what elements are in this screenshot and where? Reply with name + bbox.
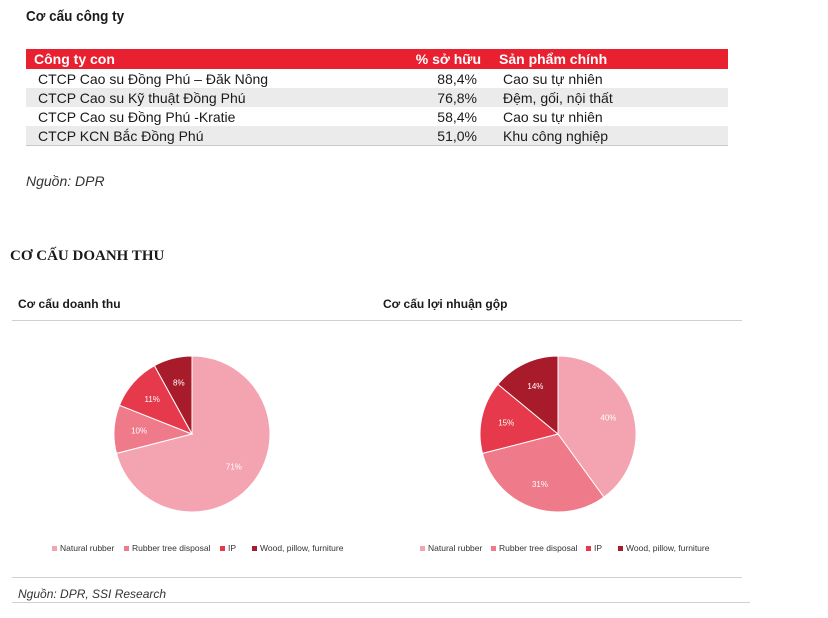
legend-label-wood-pillow-furniture: Wood, pillow, furniture <box>260 543 344 553</box>
legend-swatch-ip <box>586 546 591 551</box>
legend-swatch-natural-rubber <box>52 546 57 551</box>
pie-label-rubber-tree-disposal: 31% <box>532 480 548 489</box>
chart-title-revenue: Cơ cấu doanh thu <box>18 297 121 311</box>
table-row: CTCP KCN Bắc Đồng Phú 51,0% Khu công ngh… <box>26 126 728 146</box>
pie-slice-ip <box>479 383 560 455</box>
legend-label-natural-rubber: Natural rubber <box>428 543 483 553</box>
cell-product: Cao su tự nhiên <box>503 70 603 87</box>
cell-ownership: 58,4% <box>437 108 477 125</box>
cell-product: Cao su tự nhiên <box>503 108 603 125</box>
pie-label-wood-pillow-furniture: 8% <box>173 379 185 388</box>
legend-label-rubber-tree-disposal: Rubber tree disposal <box>499 543 578 553</box>
cell-company: CTCP Cao su Đồng Phú – Đăk Nông <box>38 70 269 87</box>
legend-label-natural-rubber: Natural rubber <box>60 543 115 553</box>
chart-title-gross-profit: Cơ cấu lợi nhuận gộp <box>383 297 508 311</box>
pie-slice-wood-pillow-furniture <box>153 355 193 435</box>
cell-company: CTCP Cao su Đồng Phú -Kratie <box>38 108 236 125</box>
pie-slice-rubber-tree-disposal <box>481 433 605 513</box>
legend-label-ip: IP <box>594 543 602 553</box>
pie-label-wood-pillow-furniture: 14% <box>527 382 543 391</box>
cell-product: Đệm, gối, nội thất <box>491 88 728 107</box>
table-row: CTCP Cao su Đồng Phú – Đăk Nông 88,4% Ca… <box>26 69 728 88</box>
legend-label-ip: IP <box>228 543 236 553</box>
divider-top <box>12 320 742 321</box>
legend-swatch-ip <box>220 546 225 551</box>
legend-swatch-rubber-tree-disposal <box>491 546 496 551</box>
header-ownership: % sở hữu <box>345 49 491 69</box>
table-source-note: Nguồn: DPR <box>26 173 105 189</box>
divider-bottom <box>12 577 742 578</box>
divider-source <box>12 602 750 603</box>
legend-swatch-rubber-tree-disposal <box>124 546 129 551</box>
legend-swatch-wood-pillow-furniture <box>618 546 623 551</box>
section-title-company-structure: Cơ cấu công ty <box>26 8 125 25</box>
legend-swatch-natural-rubber <box>420 546 425 551</box>
legend-label-rubber-tree-disposal: Rubber tree disposal <box>132 543 211 553</box>
cell-ownership: 76,8% <box>345 88 491 107</box>
table-header-row: Công ty con % sở hữu Sản phẩm chính <box>26 49 728 69</box>
cell-company: CTCP KCN Bắc Đồng Phú <box>26 126 345 146</box>
cell-ownership: 88,4% <box>437 70 477 87</box>
pie-label-natural-rubber: 71% <box>226 463 242 472</box>
pie-label-natural-rubber: 40% <box>600 414 616 423</box>
pie-label-ip: 11% <box>144 395 159 404</box>
legend-swatch-wood-pillow-furniture <box>252 546 257 551</box>
subsidiary-table: Công ty con % sở hữu Sản phẩm chính CTCP… <box>26 49 728 146</box>
table-row: CTCP Cao su Kỹ thuật Đồng Phú 76,8% Đệm,… <box>26 88 728 107</box>
section-title-revenue-structure: CƠ CẤU DOANH THU <box>10 248 165 264</box>
cell-product: Khu công nghiệp <box>491 126 728 146</box>
cell-company: CTCP Cao su Kỹ thuật Đồng Phú <box>26 88 345 107</box>
pie-slice-natural-rubber <box>557 355 637 498</box>
pie-label-ip: 15% <box>498 418 514 427</box>
legend-label-wood-pillow-furniture: Wood, pillow, furniture <box>626 543 710 553</box>
table-row: CTCP Cao su Đồng Phú -Kratie 58,4% Cao s… <box>26 107 728 126</box>
charts-source-note: Nguồn: DPR, SSI Research <box>18 587 167 601</box>
header-subsidiary: Công ty con <box>26 49 345 69</box>
cell-ownership: 51,0% <box>345 126 491 146</box>
pie-slice-wood-pillow-furniture <box>497 355 559 436</box>
pie-label-rubber-tree-disposal: 10% <box>131 427 147 436</box>
header-main-product: Sản phẩm chính <box>491 49 728 69</box>
